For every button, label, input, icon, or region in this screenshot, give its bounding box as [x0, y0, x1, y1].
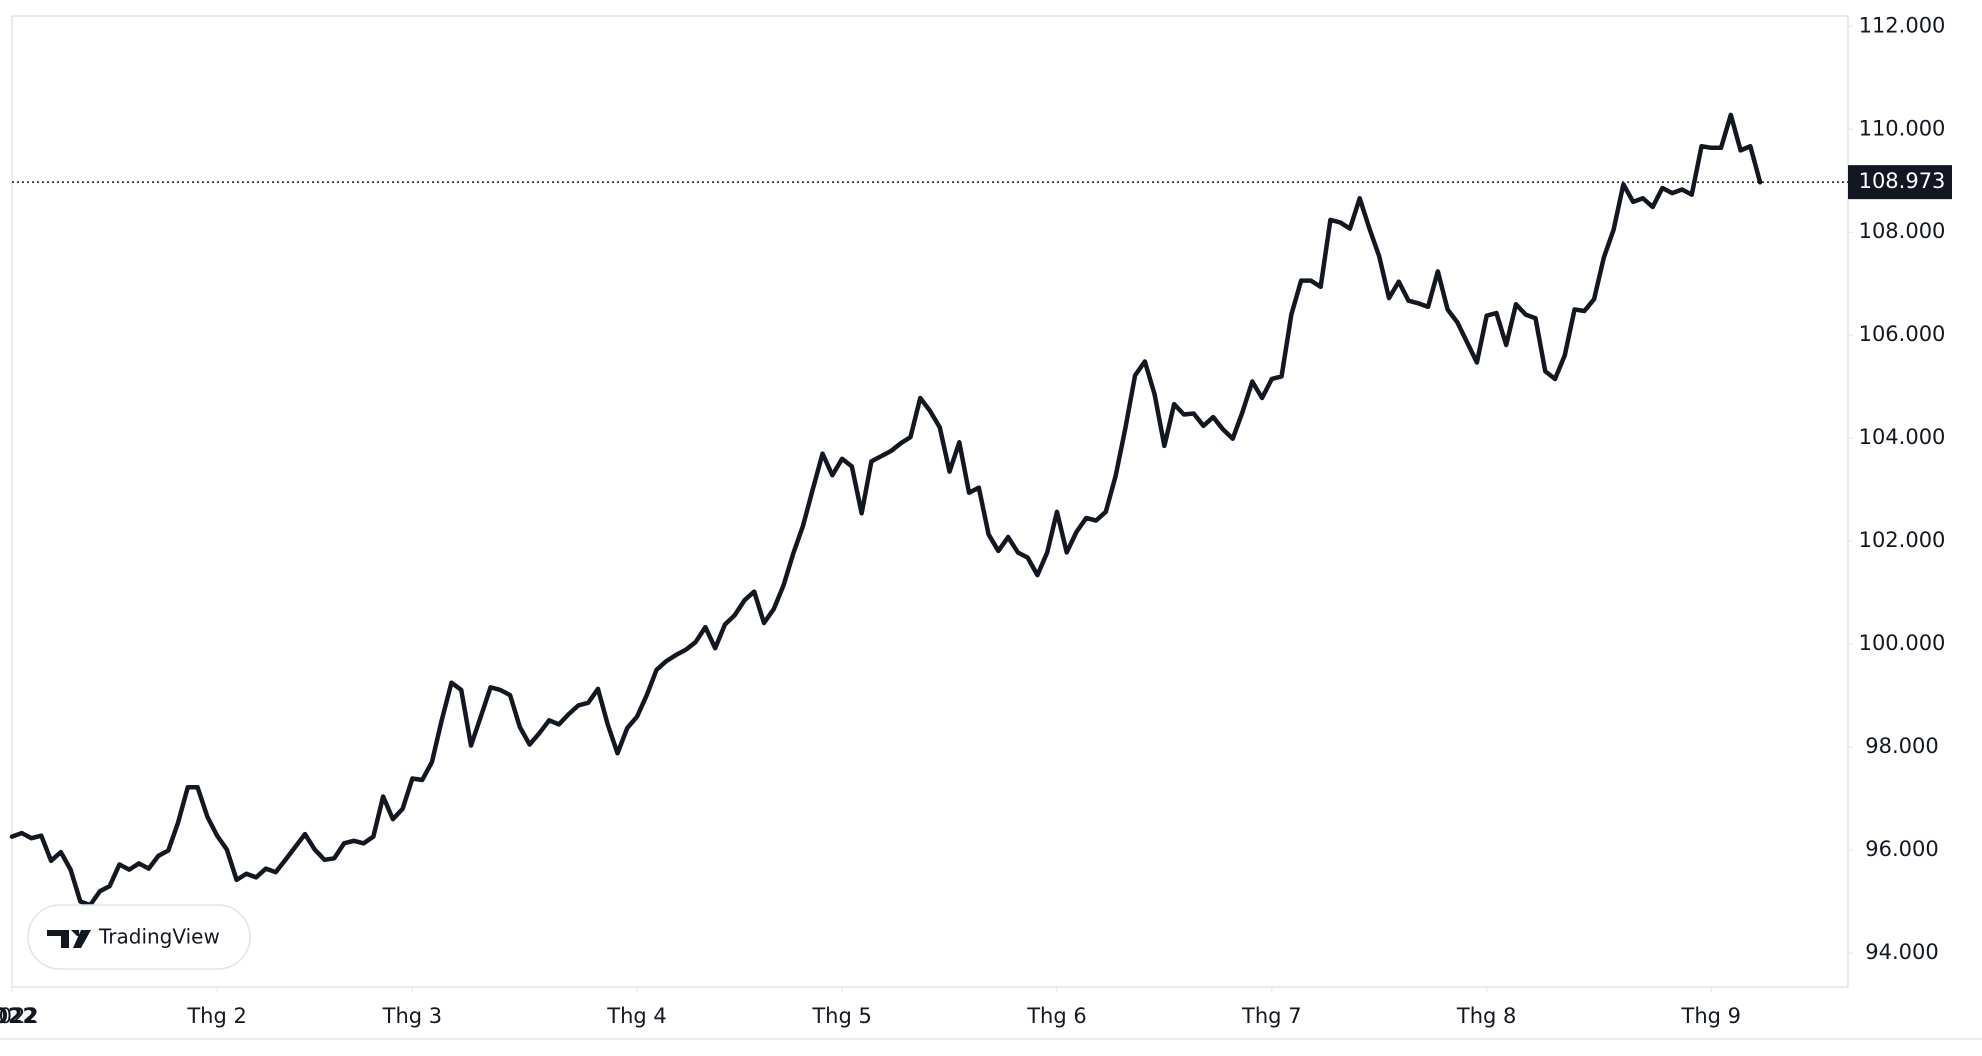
y-tick-label: 104.000	[1859, 425, 1946, 449]
y-tick-label: 106.000	[1859, 322, 1946, 346]
last-price-box	[1848, 165, 1952, 200]
y-tick-label: 110.000	[1859, 116, 1946, 140]
y-tick-label: 94.000	[1865, 940, 1938, 964]
plot-frame	[11, 15, 1849, 988]
x-tick-label: Thg 5	[811, 1004, 872, 1028]
x-tick-label: Thg 4	[606, 1004, 667, 1028]
price-line	[9, 112, 1763, 908]
brand-badge: TradingView	[27, 904, 251, 970]
badge-bg	[27, 904, 251, 970]
x-tick-label: Thg 3	[382, 1004, 443, 1028]
x-tick-label: Thg 2	[186, 1004, 247, 1028]
brand-logo	[47, 930, 91, 948]
x-tick-label: Thg 6	[1026, 1004, 1087, 1028]
y-tick-label: 96.000	[1865, 837, 1938, 861]
y-tick-label: 108.000	[1859, 219, 1946, 243]
x-tick-label: 2022	[0, 1004, 39, 1028]
x-tick-label: Thg 7	[1241, 1004, 1302, 1028]
y-tick-label: 102.000	[1859, 528, 1946, 552]
x-tick-label: Thg 9	[1681, 1004, 1742, 1028]
y-tick-label: 100.000	[1859, 631, 1946, 655]
y-tick-label: 98.000	[1865, 734, 1938, 758]
x-tick-label: Thg 8	[1456, 1004, 1517, 1028]
brand-name: TradingView	[98, 925, 220, 949]
y-tick-label: 112.000	[1859, 13, 1946, 37]
last-price-label: 108.973	[1859, 169, 1946, 193]
marks	[9, 112, 1763, 908]
x-start-label: 2022	[0, 1004, 37, 1028]
